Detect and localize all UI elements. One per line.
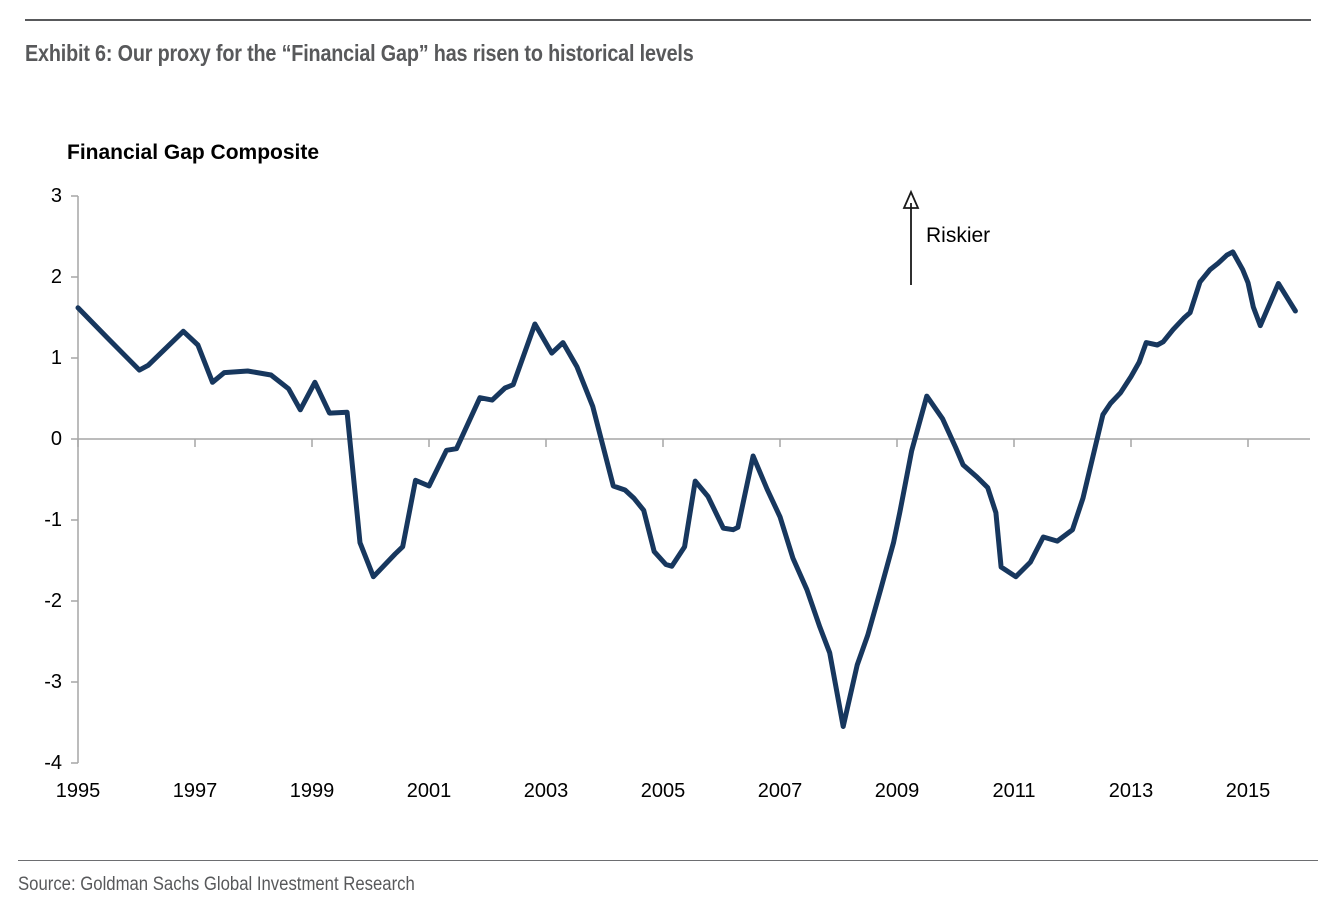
top-divider <box>25 19 1311 21</box>
financial-gap-line <box>75 249 1298 729</box>
x-axis-tick-label: 2013 <box>1108 780 1154 802</box>
x-axis-tick-label: 2005 <box>640 780 686 802</box>
bottom-divider <box>18 860 1318 861</box>
y-axis-tick-label: 1 <box>50 347 62 369</box>
x-axis-tick-label: 2001 <box>406 780 452 802</box>
source-attribution: Source: Goldman Sachs Global Investment … <box>18 874 415 895</box>
y-axis-tick-label: 0 <box>50 428 62 450</box>
x-axis-tick-label: 2015 <box>1225 780 1271 802</box>
x-axis-tick-label: 2007 <box>757 780 803 802</box>
x-axis-tick-label: 2011 <box>992 780 1036 802</box>
x-axis-tick-label: 2009 <box>874 780 920 802</box>
x-axis-tick-label: 1997 <box>172 780 218 802</box>
chart-title: Financial Gap Composite <box>67 141 320 164</box>
x-axis-tick-label: 2003 <box>523 780 569 802</box>
y-axis-tick-label: -2 <box>44 590 62 612</box>
x-axis-tick-label: 1995 <box>55 780 101 802</box>
riskier-annotation-label: Riskier <box>926 224 991 247</box>
riskier-arrow-head <box>902 189 920 209</box>
y-axis-tick-label: -4 <box>44 752 62 774</box>
exhibit-title: Exhibit 6: Our proxy for the “Financial … <box>25 40 694 66</box>
y-axis-tick-label: 2 <box>50 266 62 288</box>
y-axis-tick-label: 3 <box>50 185 62 207</box>
y-axis-tick-label: -1 <box>44 509 62 531</box>
y-axis-tick-label: -3 <box>44 671 62 693</box>
x-axis-tick-label: 1999 <box>289 780 335 802</box>
